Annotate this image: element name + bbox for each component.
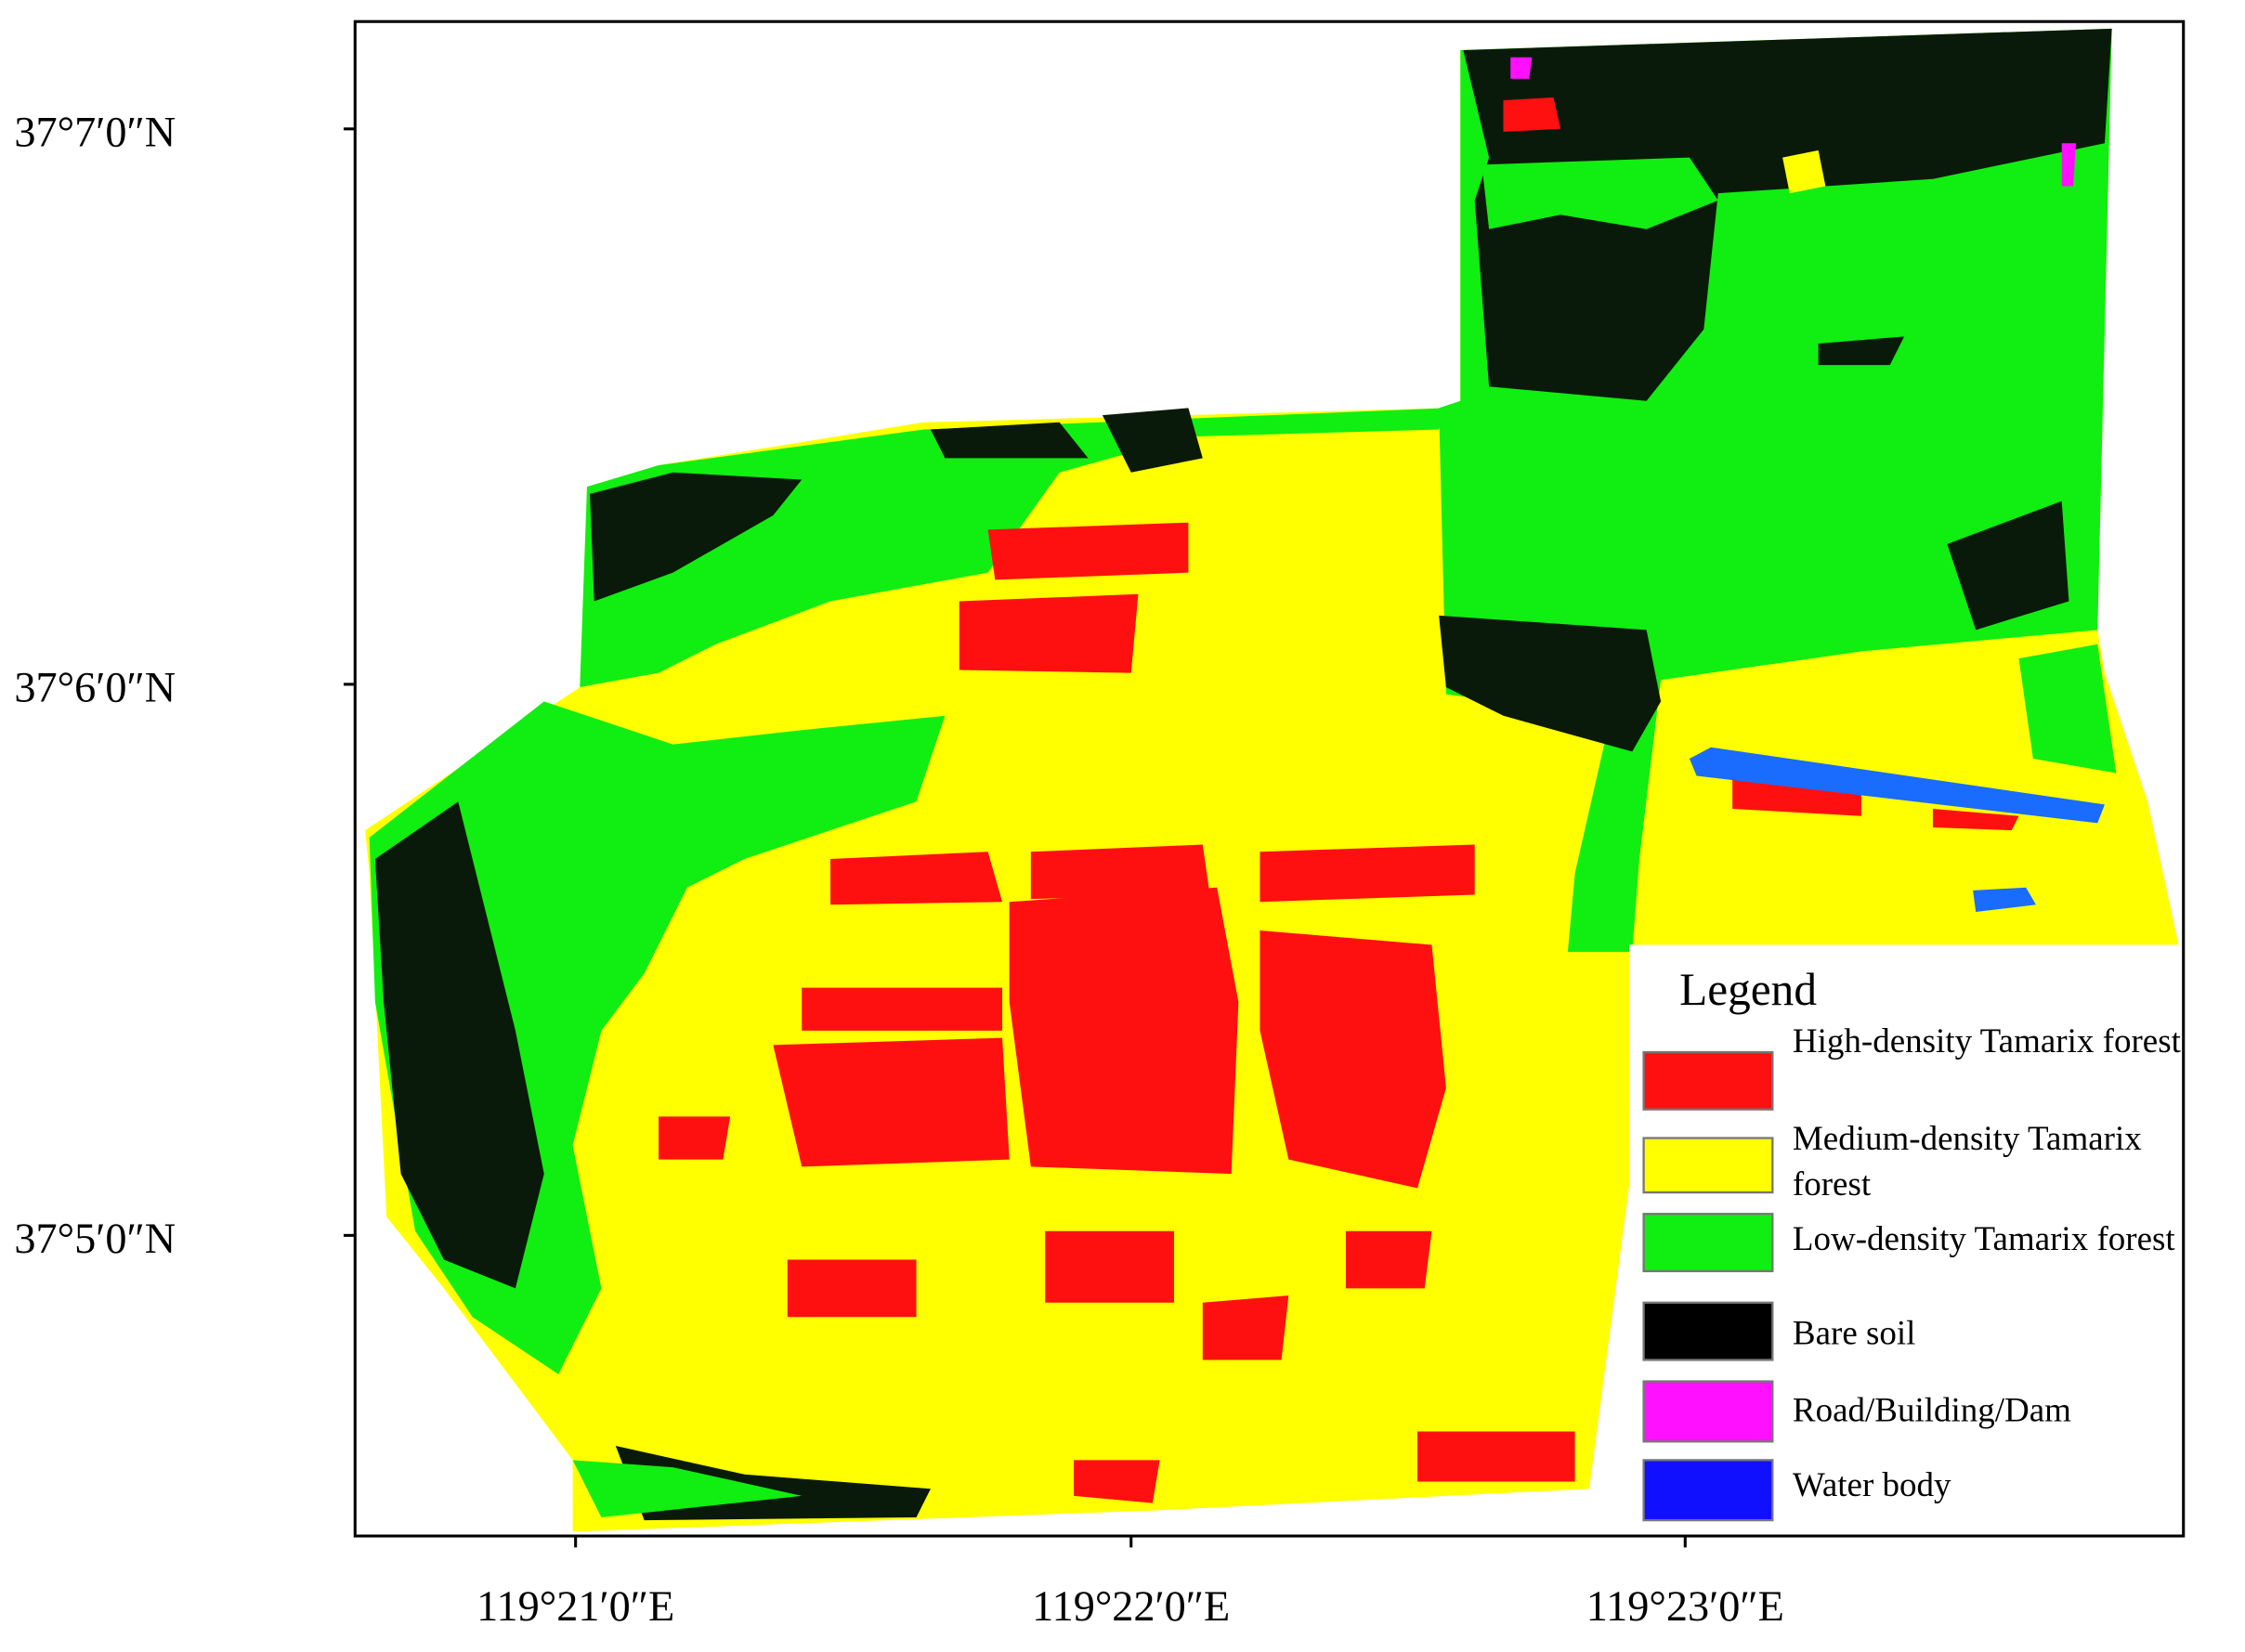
legend-swatch xyxy=(1642,1137,1774,1194)
legend-swatch xyxy=(1642,1380,1774,1443)
legend-swatch xyxy=(1642,1050,1774,1111)
axes: 37°7′0″N 37°6′0″N 37°5′0″N 119°21′0″E 119°22… xyxy=(14,109,1783,1631)
legend-label: Medium-density Tamarix forest xyxy=(1792,1121,2142,1204)
legend-label: High-density Tamarix forest xyxy=(1792,1023,2181,1061)
legend-title: Legend xyxy=(1679,964,1817,1015)
lon-label: 119°22′0″E xyxy=(1032,1583,1230,1631)
lat-label: 37°5′0″N xyxy=(14,1216,176,1263)
bare-soil-region xyxy=(590,408,1203,602)
lon-label: 119°21′0″E xyxy=(476,1583,674,1631)
legend-label: Water body xyxy=(1792,1467,1951,1505)
low-density-region xyxy=(572,759,803,1518)
bare-soil-region xyxy=(1463,28,2112,401)
low-density-region xyxy=(580,408,1446,687)
legend-label-box: Bare soil xyxy=(1792,1315,1916,1353)
bare-soil-region xyxy=(374,801,931,1521)
bare-soil-region xyxy=(1439,615,1662,752)
lat-label: 37°7′0″N xyxy=(14,109,176,156)
lon-label: 119°23′0″E xyxy=(1586,1583,1784,1631)
map-area xyxy=(365,28,2180,1532)
legend-swatch xyxy=(1642,1301,1774,1361)
map-frame xyxy=(353,20,2186,1538)
legend-label: Bare soil xyxy=(1792,1315,1916,1353)
legend-label: Low-density Tamarix forest xyxy=(1792,1220,2175,1259)
legend-label-box: Medium-density Tamarix forest xyxy=(1792,1121,2142,1204)
lat-label: 37°6′0″N xyxy=(14,664,176,711)
legend-label-box: Low-density Tamarix forest xyxy=(1792,1220,2175,1259)
legend-label-box: High-density Tamarix forest xyxy=(1792,1023,2181,1061)
legend-label: Road/Building/Dam xyxy=(1792,1392,2071,1430)
water-body-region xyxy=(1689,747,2105,912)
medium-density-region xyxy=(1782,150,1826,194)
legend-swatch xyxy=(1642,1459,1774,1522)
bare-soil-region xyxy=(1818,336,2069,631)
legend-swatch xyxy=(1642,1213,1774,1273)
legend: High-density Tamarix forest Medium-densit… xyxy=(1642,1023,2181,1522)
legend-label-box: Road/Building/Dam xyxy=(1792,1392,2071,1430)
legend-label-box: Water body xyxy=(1792,1467,1951,1505)
high-density-region xyxy=(659,97,2019,1503)
low-density-region xyxy=(1481,157,2117,774)
